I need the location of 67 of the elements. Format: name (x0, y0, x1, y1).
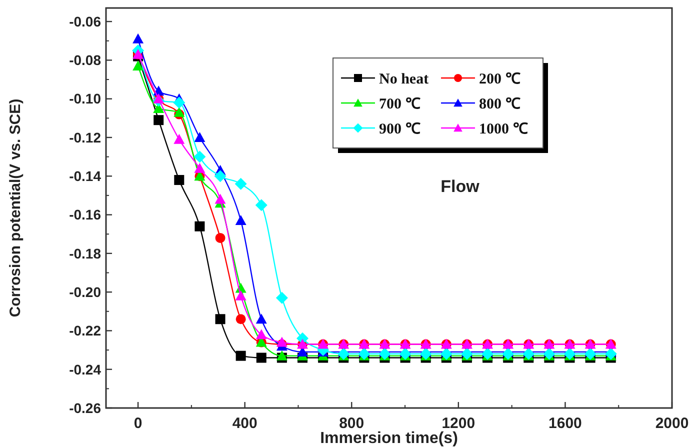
point (358, 348, 370, 360)
point (154, 115, 164, 126)
x-tick-label: 800 (339, 415, 364, 432)
point (236, 314, 246, 324)
point (522, 348, 535, 360)
point (194, 221, 205, 232)
point (174, 134, 185, 144)
point (604, 348, 617, 360)
point (215, 314, 226, 324)
x-tick-label: 2000 (655, 415, 689, 432)
point (174, 106, 185, 117)
y-tick-label: -0.16 (69, 206, 102, 223)
point (460, 348, 473, 360)
point (215, 232, 226, 243)
y-tick-label: -0.24 (69, 361, 102, 378)
point (378, 348, 391, 360)
point (174, 174, 184, 185)
y-tick-label: -0.12 (69, 129, 102, 146)
point (214, 194, 226, 204)
y-axis-title: Corrosion potential(V vs. SCE) (7, 98, 24, 318)
legend-label: 1000 ℃ (479, 121, 528, 138)
point (234, 178, 247, 190)
y-tick-label: -0.10 (69, 90, 102, 107)
point (132, 33, 144, 44)
legend-label: 800 ℃ (479, 96, 520, 112)
point (194, 150, 206, 163)
point (235, 215, 246, 226)
point (194, 132, 206, 142)
point (276, 336, 288, 347)
y-tick-label: -0.06 (69, 13, 102, 30)
y-tick-label: -0.18 (69, 245, 102, 262)
point (564, 348, 576, 360)
point (338, 348, 350, 360)
y-tick-label: -0.26 (69, 400, 102, 416)
point (276, 350, 288, 360)
y-tick-label: -0.22 (69, 322, 102, 339)
point (255, 199, 268, 212)
x-tick-label: 1600 (548, 415, 582, 432)
point (173, 96, 186, 109)
point (132, 60, 144, 70)
x-tick-label: 400 (232, 415, 258, 432)
x-axis-title: Immersion time(s) (320, 430, 458, 447)
point (420, 348, 432, 360)
point (256, 352, 266, 363)
legend-label: 900 ℃ (379, 121, 420, 138)
x-tick-label: 1200 (442, 415, 476, 432)
point (482, 348, 494, 360)
point (235, 290, 246, 300)
point (194, 162, 206, 173)
legend-label: 200 ℃ (479, 71, 520, 88)
point (256, 314, 267, 324)
point (543, 348, 556, 360)
point (256, 329, 267, 340)
point (440, 348, 452, 360)
point (214, 170, 226, 182)
annotation: Flow (440, 177, 480, 196)
point (399, 348, 412, 360)
point (276, 292, 288, 304)
y-tick-label: -0.14 (69, 168, 102, 184)
x-tick-label: 0 (134, 415, 142, 432)
y-tick-label: -0.20 (69, 284, 102, 300)
legend-label: 700 ℃ (379, 96, 420, 112)
point (236, 350, 246, 361)
y-tick-label: -0.08 (69, 52, 102, 68)
point (584, 348, 596, 360)
legend-label: No heat (379, 71, 429, 88)
point (502, 348, 514, 360)
